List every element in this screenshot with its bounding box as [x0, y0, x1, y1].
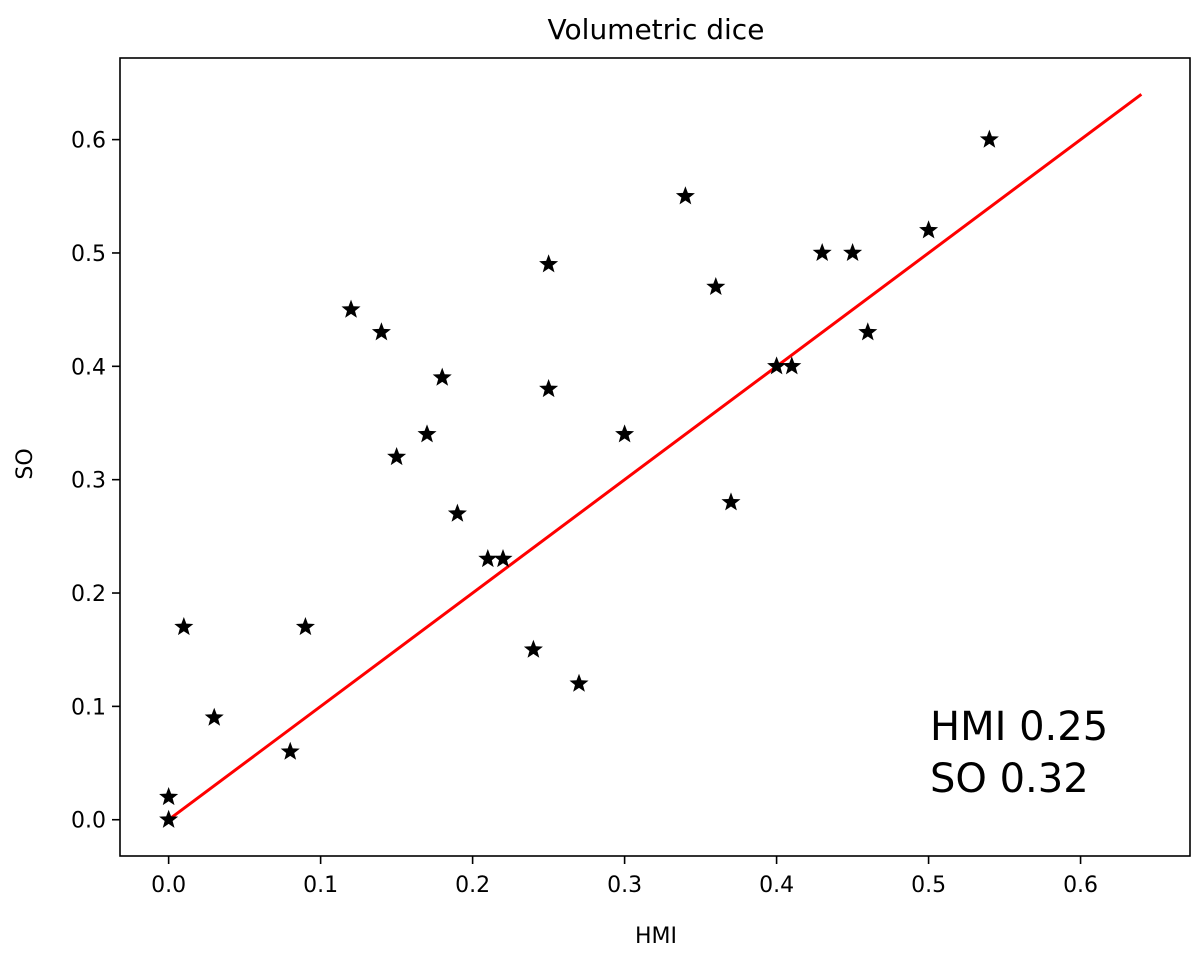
x-tick-label: 0.2 — [455, 873, 490, 898]
y-tick-label: 0.5 — [71, 242, 106, 267]
data-point — [843, 242, 863, 262]
x-axis: 0.0 0.1 0.2 0.3 0.4 0.5 0.6 — [151, 856, 1098, 898]
data-point — [858, 322, 878, 341]
x-tick-label: 0.0 — [151, 873, 186, 898]
data-point — [782, 356, 802, 375]
x-tick-label: 0.1 — [303, 873, 338, 898]
data-point — [675, 186, 695, 205]
data-point — [919, 220, 939, 239]
data-point — [371, 322, 391, 341]
data-point — [539, 378, 559, 398]
plot-frame — [119, 57, 1191, 857]
x-tick-label: 0.6 — [1063, 873, 1098, 898]
data-point — [979, 129, 999, 148]
data-point — [447, 503, 467, 522]
y-tick-label: 0.2 — [71, 582, 106, 607]
chart-title: Volumetric dice — [548, 13, 765, 46]
x-axis-title: HMI — [635, 924, 677, 949]
y-tick-label: 0.1 — [71, 695, 106, 720]
data-point — [174, 617, 194, 636]
data-point — [295, 617, 315, 636]
data-point — [615, 424, 635, 443]
annotation-hmi: HMI 0.25 — [930, 704, 1108, 750]
y-tick-label: 0.4 — [71, 355, 106, 380]
data-point — [280, 741, 300, 760]
reference-line — [167, 93, 1143, 821]
data-point — [204, 707, 224, 726]
data-point — [432, 367, 452, 386]
plot-area — [119, 57, 1191, 857]
data-point — [812, 242, 832, 262]
data-point — [417, 424, 437, 443]
data-point — [493, 549, 513, 568]
data-point — [341, 299, 361, 318]
y-tick-label: 0.3 — [71, 469, 106, 494]
x-tick-label: 0.4 — [759, 873, 794, 898]
data-point — [721, 492, 741, 511]
annotation-so: SO 0.32 — [930, 756, 1089, 802]
data-point — [706, 276, 726, 296]
data-point — [523, 639, 543, 658]
x-tick-label: 0.5 — [911, 873, 946, 898]
data-point — [569, 673, 589, 692]
data-point — [478, 549, 498, 568]
y-axis-title: SO — [13, 448, 38, 479]
x-tick-label: 0.3 — [607, 873, 642, 898]
data-point — [159, 809, 179, 828]
y-tick-label: 0.6 — [71, 129, 106, 154]
data-point — [387, 447, 407, 466]
y-tick-label: 0.0 — [71, 809, 106, 834]
data-point — [159, 787, 179, 806]
data-point — [539, 254, 559, 273]
data-point — [767, 356, 787, 375]
y-axis: 0.0 0.1 0.2 0.3 0.4 0.5 0.6 — [71, 129, 120, 834]
